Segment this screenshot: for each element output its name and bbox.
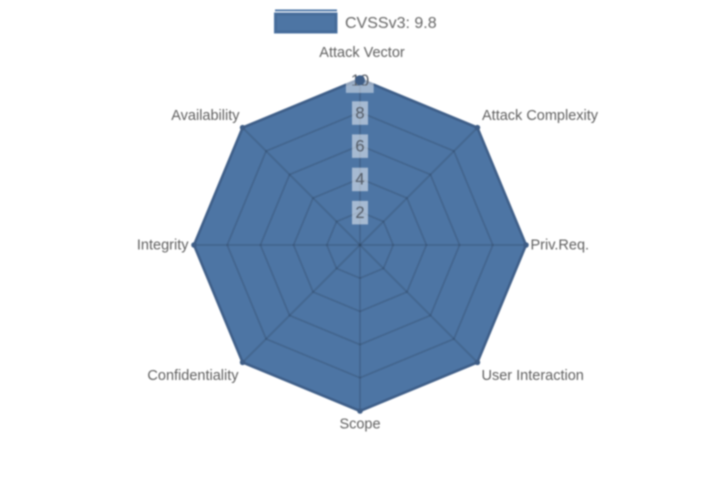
svg-text:4: 4 [355, 171, 364, 189]
svg-text:2: 2 [355, 204, 364, 222]
svg-text:Integrity: Integrity [137, 238, 189, 254]
svg-text:Attack Vector: Attack Vector [319, 45, 405, 61]
svg-text:Availability: Availability [171, 108, 240, 124]
svg-text:CVSSv3: 9.8: CVSSv3: 9.8 [345, 15, 437, 32]
svg-text:User Interaction: User Interaction [482, 368, 584, 384]
svg-text:Confidentiality: Confidentiality [147, 368, 239, 384]
svg-text:Scope: Scope [339, 417, 380, 433]
svg-text:Attack Complexity: Attack Complexity [482, 108, 599, 124]
svg-text:Priv.Req.: Priv.Req. [531, 238, 590, 254]
svg-text:6: 6 [355, 137, 364, 155]
svg-text:8: 8 [355, 104, 364, 122]
